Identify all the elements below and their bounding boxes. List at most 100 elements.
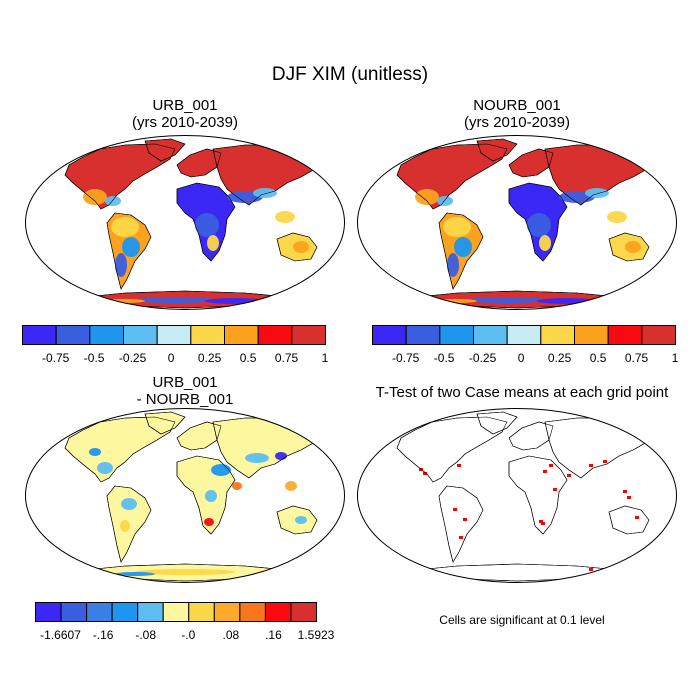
field-patch [275, 211, 295, 223]
colorbar-diff: -1.6607 -.16 -.08 -.0 .08 .16 1.5923 [35, 602, 334, 644]
panel-title-diff-line1: URB_001 [152, 374, 218, 391]
landmass-south-america [438, 212, 484, 290]
landmass-antarctica [416, 563, 620, 582]
landmass-asia [544, 417, 658, 479]
field-patch [275, 452, 287, 460]
field-patch [245, 453, 269, 463]
panel-title-nourb-line1: NOURB_001 [473, 97, 561, 114]
significant-cell [553, 488, 557, 491]
colorbar-box [540, 325, 575, 345]
colorbar-tick-label: -.0 [181, 628, 196, 642]
colorbar-box [506, 325, 542, 345]
panel-title-diff: URB_001 - NOURB_001 [25, 374, 345, 408]
colorbar-tick-label: 0.5 [239, 351, 257, 365]
significant-cell [453, 508, 457, 511]
panel-title-urb-line1: URB_001 [152, 97, 218, 114]
field-patch [467, 297, 547, 303]
colorbar-tick-label: 1.5923 [297, 628, 335, 642]
map-panel-urb [25, 135, 345, 310]
colorbar-tick-label: 0 [517, 351, 525, 365]
landmass-north-america [64, 416, 176, 483]
field-patch [437, 196, 453, 206]
colorbar-tick-label: -1.6607 [40, 628, 81, 642]
colorbar-nourb-labels: -0.75 -0.5 -0.25 0 0.25 0.5 0.75 1 [372, 351, 679, 367]
colorbar-tick-label: -0.5 [433, 351, 455, 365]
field-patch [232, 482, 242, 490]
field-patch [89, 448, 101, 456]
colorbar-diff-labels: -1.6607 -.16 -.08 -.0 .08 .16 1.5923 [35, 628, 334, 644]
map-frame [357, 408, 677, 583]
panel-title-urb-line2: (yrs 2010-2039) [132, 114, 238, 131]
field-patch [443, 217, 471, 237]
colorbar-box [86, 602, 113, 622]
map-panel-diff [25, 408, 345, 583]
significant-cell [627, 496, 631, 499]
landmass-greenland [144, 411, 186, 435]
figure-title: DJF XIM (unitless) [271, 64, 429, 85]
significant-cell [543, 470, 547, 473]
field-patch [513, 188, 557, 206]
field-patch [585, 188, 609, 198]
colorbar-tick-label: .16 [265, 628, 282, 642]
field-patch [205, 298, 265, 304]
field-patch [135, 569, 235, 575]
colorbar-box [89, 325, 125, 345]
field-patch [415, 189, 439, 205]
colorbar-box [607, 325, 643, 345]
map-panel-nourb [357, 135, 677, 310]
colorbar-tick-label: -.08 [135, 628, 157, 642]
field-patch [537, 298, 597, 304]
significance-note: Cells are significant at 0.1 level [439, 613, 605, 627]
colorbar-box [239, 602, 266, 622]
colorbar-box [257, 325, 293, 345]
colorbar-tick-label: -0.5 [83, 351, 105, 365]
colorbar-tick-label: 1 [671, 351, 679, 365]
significant-cell [541, 522, 545, 525]
field-patch [105, 196, 121, 206]
field-patch [97, 462, 113, 474]
panel-title-urb: URB_001 (yrs 2010-2039) [25, 97, 345, 131]
field-patch [115, 572, 155, 576]
field-patch [625, 241, 641, 253]
panel-title-nourb-line2: (yrs 2010-2039) [464, 114, 570, 131]
colorbar-urb: -0.75 -0.5 -0.25 0 0.25 0.5 0.75 1 [22, 325, 328, 367]
map-frame [357, 135, 677, 310]
colorbar-box [290, 602, 317, 622]
colorbar-box [60, 602, 88, 622]
field-patch [527, 213, 551, 237]
colorbar-box [55, 325, 91, 345]
panel-title-diff-line2: - NOURB_001 [136, 391, 234, 408]
landmass-africa [176, 182, 236, 262]
field-patch [83, 189, 107, 205]
field-patch [607, 211, 627, 223]
colorbar-box [35, 602, 62, 622]
colorbar-box [156, 325, 192, 345]
colorbar-box [641, 325, 677, 345]
landmass-australia [608, 232, 650, 262]
colorbar-urb-boxes [22, 325, 327, 345]
colorbar-box [162, 602, 190, 622]
landmass-australia [276, 505, 318, 535]
field-patch [454, 237, 472, 257]
colorbar-tick-label: -0.75 [41, 351, 70, 365]
colorbar-tick-label: .08 [222, 628, 240, 642]
field-patch [253, 188, 277, 198]
significant-cell [589, 464, 593, 467]
landmass-greenland [476, 411, 518, 435]
landmass-north-america [64, 143, 176, 210]
significant-cell [423, 472, 427, 475]
colorbar-box [22, 325, 57, 345]
field-patch [195, 213, 219, 237]
landmass-australia [608, 505, 650, 535]
colorbar-tick-label: 0.25 [547, 351, 572, 365]
colorbar-tick-label: -0.75 [391, 351, 420, 365]
field-patch [120, 520, 130, 532]
colorbar-tick-label: 0.25 [197, 351, 222, 365]
significant-cell [607, 572, 611, 575]
significant-cell [459, 536, 463, 539]
colorbar-tick-label: 0 [167, 351, 175, 365]
field-patch [121, 498, 137, 510]
colorbar-box [574, 325, 609, 345]
field-patch [447, 253, 459, 277]
colorbar-tick-label: -0.25 [468, 351, 497, 365]
